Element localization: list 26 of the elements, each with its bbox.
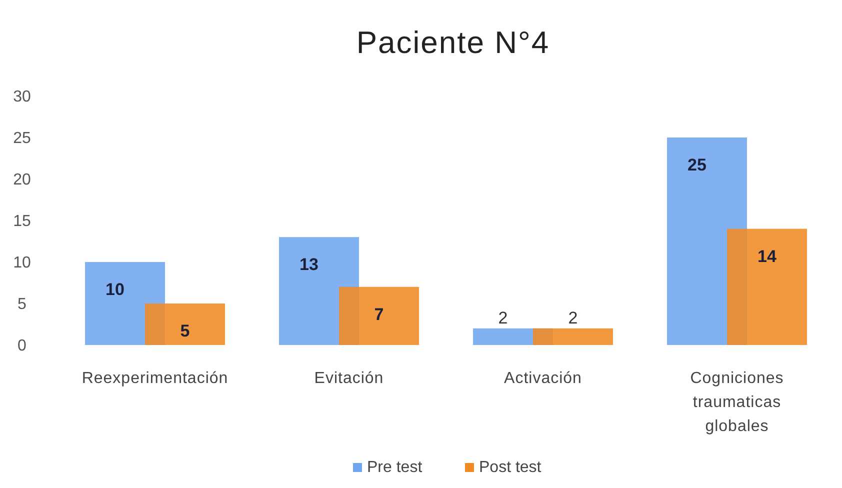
data-label: 25 bbox=[688, 156, 706, 174]
y-tick-label: 25 bbox=[13, 130, 31, 148]
data-label: 2 bbox=[498, 308, 508, 328]
bar bbox=[145, 304, 225, 345]
data-label: 5 bbox=[180, 322, 190, 340]
legend-label: Post test bbox=[479, 459, 542, 476]
y-tick-label: 30 bbox=[13, 88, 31, 106]
data-label: 13 bbox=[300, 255, 318, 274]
bar bbox=[727, 228, 807, 345]
x-tick-label: Cogniciones traumaticas globales bbox=[690, 370, 784, 435]
x-tick-label: Evitación bbox=[314, 370, 384, 387]
y-tick-label: 0 bbox=[18, 338, 27, 355]
y-tick-label: 10 bbox=[13, 254, 31, 272]
chart-title: Paciente N°4 bbox=[356, 25, 550, 60]
y-tick-label: 5 bbox=[18, 296, 27, 314]
data-label: 2 bbox=[568, 308, 578, 328]
y-tick-label: 15 bbox=[13, 213, 31, 230]
x-tick-label: Activación bbox=[504, 370, 582, 387]
data-label: 10 bbox=[106, 280, 124, 299]
bar bbox=[533, 328, 613, 345]
bar bbox=[339, 286, 419, 345]
data-label: 14 bbox=[758, 246, 777, 266]
y-tick-label: 20 bbox=[13, 172, 31, 189]
legend-label: Pre test bbox=[367, 459, 423, 476]
data-label: 7 bbox=[374, 304, 384, 324]
x-tick-label: Reexperimentación bbox=[82, 370, 228, 387]
